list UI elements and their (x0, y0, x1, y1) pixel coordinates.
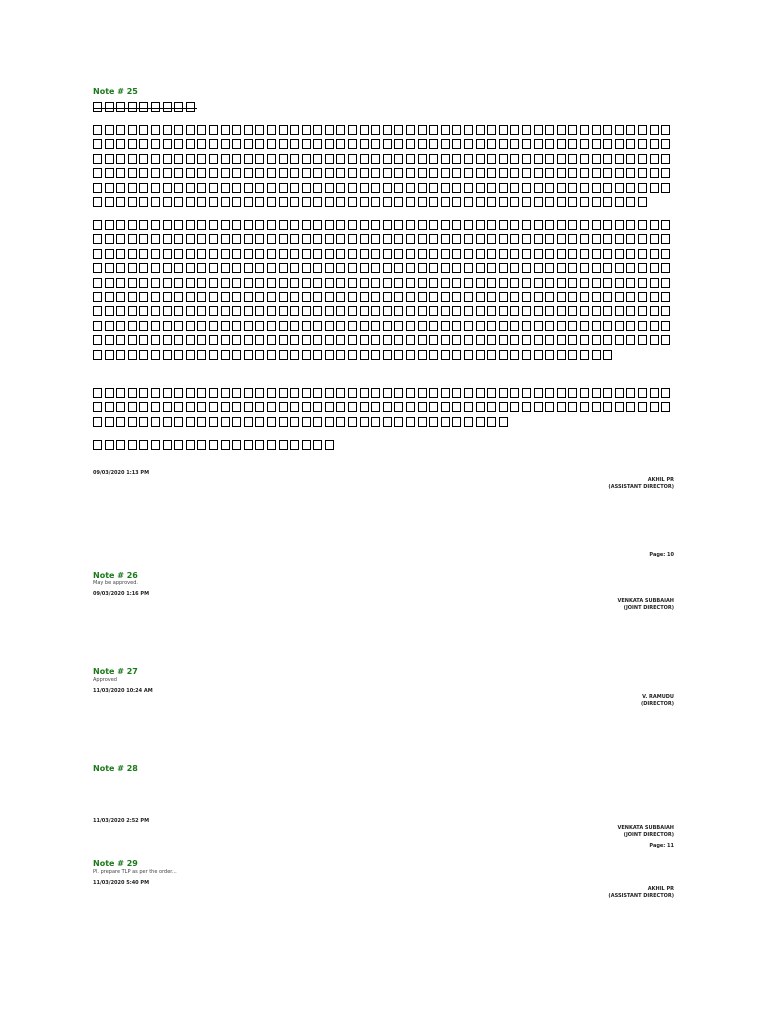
signer-name: AKHIL PR (647, 886, 674, 892)
note-signature: AKHIL PR (ASSISTANT DIRECTOR) (608, 477, 674, 491)
signer-name: AKHIL PR (647, 477, 674, 483)
unrendered-text-line (93, 152, 675, 166)
unrendered-text-line (93, 319, 675, 333)
unrendered-text-line (93, 232, 675, 246)
note-heading: Note # 26 (93, 571, 138, 580)
note-signature: AKHIL PR (ASSISTANT DIRECTOR) (608, 886, 674, 900)
note-timestamp: 09/03/2020 1:16 PM (93, 591, 150, 597)
signer-name: VENKATA SUBBAIAH (617, 598, 674, 604)
signer-title: (JOINT DIRECTOR) (623, 605, 674, 611)
signer-name: VENKATA SUBBAIAH (617, 825, 674, 831)
unrendered-text-line (93, 290, 675, 304)
signer-title: (ASSISTANT DIRECTOR) (608, 893, 674, 899)
unrendered-text-line (93, 123, 675, 137)
signer-title: (JOINT DIRECTOR) (623, 832, 674, 838)
unrendered-text-line (93, 166, 675, 180)
page-number: Page: 10 (649, 552, 674, 558)
unrendered-text-line (93, 386, 675, 400)
note-heading: Note # 29 (93, 859, 138, 868)
note-subject-unrendered-text (93, 96, 198, 112)
unrendered-text-line (93, 195, 675, 209)
note-text: Pl. prepare TLP as per the order... (93, 869, 177, 875)
unrendered-text-line (93, 261, 675, 275)
note-heading: Note # 28 (93, 764, 138, 773)
note-signature: VENKATA SUBBAIAH (JOINT DIRECTOR) (617, 598, 674, 612)
unrendered-text-line (93, 333, 675, 347)
unrendered-text-line (93, 218, 675, 232)
note-timestamp: 11/03/2020 5:40 PM (93, 880, 150, 886)
unrendered-text-line (93, 348, 675, 362)
unrendered-text-line (93, 276, 675, 290)
page-number: Page: 11 (649, 843, 674, 849)
note-heading: Note # 27 (93, 667, 138, 676)
unrendered-text-line (93, 304, 675, 318)
signer-title: (DIRECTOR) (640, 701, 674, 707)
unrendered-text-line (93, 415, 675, 429)
note-text: May be approved. (93, 580, 138, 586)
note-signature: V. RAMUDU (DIRECTOR) (641, 694, 674, 708)
unrendered-text-line (93, 400, 675, 414)
unrendered-text-line (93, 137, 675, 151)
unrendered-text-line (93, 438, 675, 452)
unrendered-text-line (93, 247, 675, 261)
note-timestamp: 11/03/2020 10:24 AM (93, 688, 153, 694)
note-timestamp: 09/03/2020 1:13 PM (93, 470, 150, 476)
note-heading: Note # 25 (93, 87, 138, 96)
signer-name: V. RAMUDU (642, 694, 674, 700)
unrendered-text-line (93, 181, 675, 195)
note-text: Approved (93, 677, 117, 683)
note-signature: VENKATA SUBBAIAH (JOINT DIRECTOR) (617, 825, 674, 839)
note-timestamp: 11/03/2020 2:52 PM (93, 818, 150, 824)
signer-title: (ASSISTANT DIRECTOR) (608, 484, 674, 490)
